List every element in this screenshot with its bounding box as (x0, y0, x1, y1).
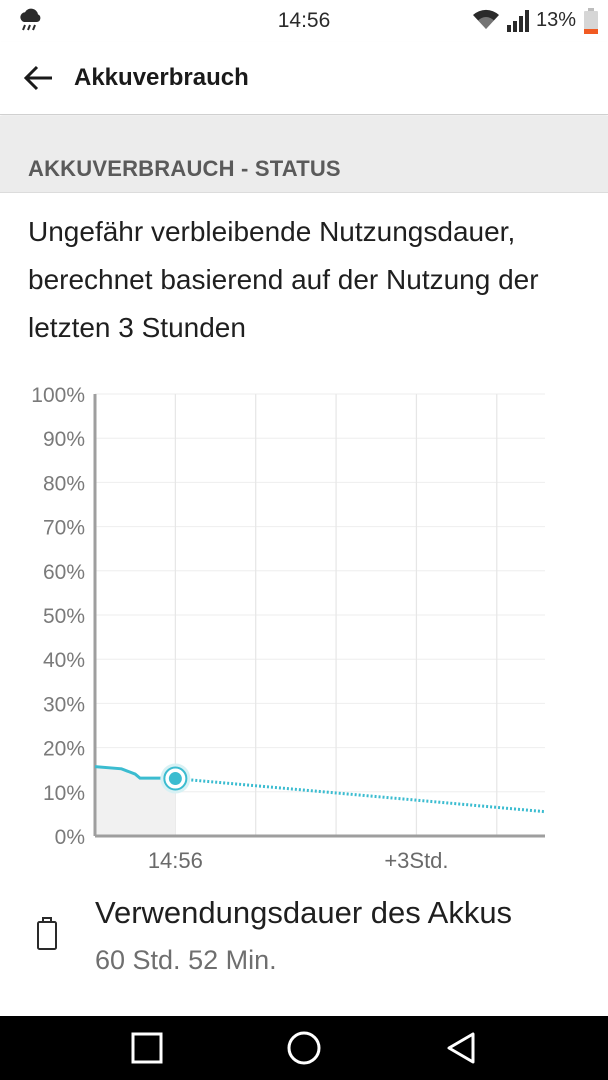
battery-usage-duration-row[interactable]: Verwendungsdauer des Akkus 60 Std. 52 Mi… (0, 885, 608, 985)
y-tick-label: 50% (43, 605, 85, 628)
section-header-label: AKKUVERBRAUCH - STATUS (28, 156, 341, 181)
y-tick-label: 10% (43, 782, 85, 805)
arrow-left-icon[interactable] (22, 62, 54, 94)
navigation-bar (0, 1016, 608, 1080)
y-tick-label: 80% (43, 472, 85, 495)
weather-rain-icon (18, 8, 44, 39)
x-tick-label: +3Std. (384, 848, 448, 873)
status-time: 14:56 (277, 9, 331, 32)
battery-usage-chart: 100% 90% 80% 70% 60% 50% 40% 30% 20% 10% 0% 14:56 +3… (31, 384, 546, 873)
y-tick-label: 40% (43, 649, 85, 672)
y-tick-label: 60% (43, 561, 85, 584)
y-tick-label: 0% (55, 826, 85, 849)
y-tick-label: 70% (43, 517, 85, 540)
usage-description: Ungefähr verbleibende Nutzungsdauer, ber… (28, 216, 539, 343)
page-title: Akkuverbrauch (74, 64, 249, 91)
wifi-icon (472, 9, 500, 36)
recents-square-icon[interactable] (129, 1030, 165, 1066)
y-tick-label: 90% (43, 428, 85, 451)
status-bar: 14:56 13% (0, 0, 608, 42)
battery-percent: 13% (536, 9, 577, 31)
y-tick-label: 20% (43, 738, 85, 761)
y-tick-label: 30% (43, 693, 85, 716)
battery-outline-icon (36, 917, 58, 956)
app-bar: Akkuverbrauch (0, 42, 608, 115)
usage-duration-value: 60 Std. 52 Min. (95, 945, 277, 975)
signal-icon (506, 9, 532, 38)
usage-duration-title: Verwendungsdauer des Akkus (95, 895, 513, 930)
section-header: AKKUVERBRAUCH - STATUS (0, 116, 608, 193)
back-triangle-icon[interactable] (443, 1030, 479, 1066)
projected-battery-line (175, 777, 546, 814)
current-marker-dot (168, 772, 182, 786)
home-circle-icon[interactable] (286, 1030, 322, 1066)
history-area (95, 766, 176, 836)
battery-icon (583, 7, 599, 40)
x-tick-label: 14:56 (148, 848, 203, 873)
y-tick-label: 100% (31, 384, 85, 407)
